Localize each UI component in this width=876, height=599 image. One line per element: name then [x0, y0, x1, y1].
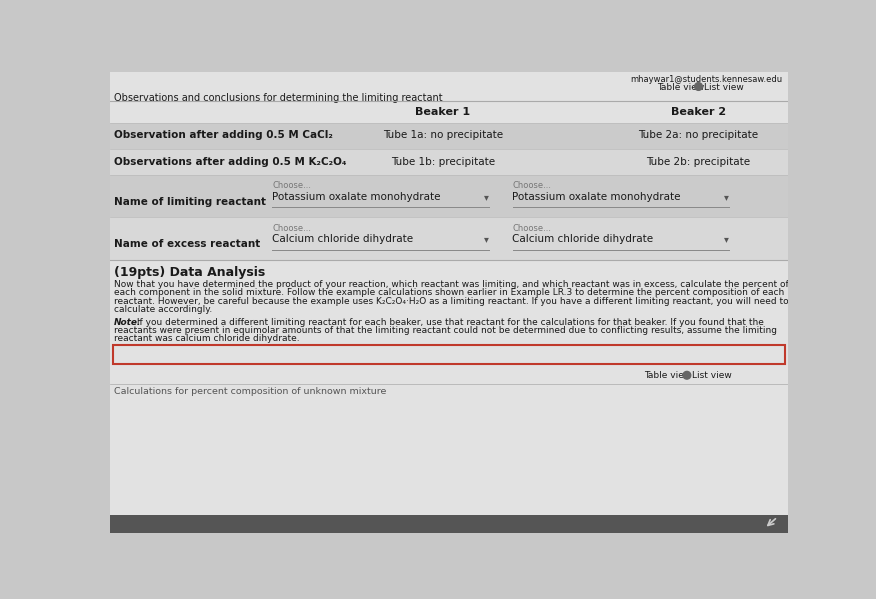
Text: If you determined a different limiting reactant for each beaker, use that reacta: If you determined a different limiting r…: [134, 317, 764, 326]
Text: (19pts) Data Analysis: (19pts) Data Analysis: [114, 266, 265, 279]
Text: Choose...: Choose...: [272, 223, 311, 232]
Text: reactant. However, be careful because the example uses K₂C₂O₄·H₂O as a limiting : reactant. However, be careful because th…: [114, 297, 788, 305]
Text: ▾: ▾: [484, 192, 489, 202]
Text: each component in the solid mixture. Follow the example calculations shown earli: each component in the solid mixture. Fol…: [114, 288, 784, 297]
Text: ▾: ▾: [724, 234, 729, 244]
Bar: [110, 515, 788, 533]
Text: Observations after adding 0.5 M K₂C₂O₄: Observations after adding 0.5 M K₂C₂O₄: [114, 156, 347, 167]
Text: Note:: Note:: [114, 317, 142, 326]
Text: Tube 2a: no precipitate: Tube 2a: no precipitate: [639, 131, 759, 140]
Text: Potassium oxalate monohydrate: Potassium oxalate monohydrate: [512, 192, 681, 202]
Text: Name of excess reactant: Name of excess reactant: [114, 239, 260, 249]
Text: Now that you have determined the product of your reaction, which reactant was li: Now that you have determined the product…: [114, 280, 789, 289]
Text: Choose...: Choose...: [512, 181, 552, 190]
Text: Beaker 1: Beaker 1: [415, 107, 470, 117]
Text: reactants were present in equimolar amounts of that the limiting reactant could : reactants were present in equimolar amou…: [114, 326, 777, 335]
Bar: [113, 345, 785, 364]
Bar: [110, 123, 788, 149]
Text: List view: List view: [692, 371, 732, 380]
Text: List view: List view: [704, 83, 744, 92]
Text: reactant was calcium chloride dihydrate.: reactant was calcium chloride dihydrate.: [114, 334, 300, 343]
Text: Beaker 2: Beaker 2: [671, 107, 726, 117]
Text: Tube 2b: precipitate: Tube 2b: precipitate: [646, 156, 751, 167]
Text: calculate accordingly.: calculate accordingly.: [114, 305, 212, 314]
Bar: [110, 175, 788, 217]
Text: Tube 1a: no precipitate: Tube 1a: no precipitate: [383, 131, 503, 140]
Text: Table view: Table view: [644, 371, 691, 380]
Text: Calcium chloride dihydrate: Calcium chloride dihydrate: [512, 234, 653, 244]
Text: ▾: ▾: [724, 192, 729, 202]
Text: Tube 1b: precipitate: Tube 1b: precipitate: [391, 156, 495, 167]
Text: Name of limiting reactant: Name of limiting reactant: [114, 196, 266, 207]
Text: ▾: ▾: [484, 234, 489, 244]
Text: Calcium chloride dihydrate: Calcium chloride dihydrate: [272, 234, 413, 244]
Circle shape: [695, 83, 703, 90]
Text: Table view: Table view: [657, 83, 704, 92]
Bar: [110, 149, 788, 175]
Circle shape: [683, 371, 691, 379]
Bar: [110, 217, 788, 260]
Text: Observation after adding 0.5 M CaCl₂: Observation after adding 0.5 M CaCl₂: [114, 131, 333, 140]
Text: Choose...: Choose...: [512, 223, 552, 232]
Text: Report Table LR.3: Calculations: Report Table LR.3: Calculations: [117, 349, 312, 359]
Bar: [110, 101, 788, 123]
Text: Calculations for percent composition of unknown mixture: Calculations for percent composition of …: [114, 387, 386, 396]
Text: Observations and conclusions for determining the limiting reactant: Observations and conclusions for determi…: [114, 93, 442, 104]
Text: Potassium oxalate monohydrate: Potassium oxalate monohydrate: [272, 192, 441, 202]
Text: Choose...: Choose...: [272, 181, 311, 190]
Text: mhaywar1@students.kennesaw.edu: mhaywar1@students.kennesaw.edu: [630, 75, 782, 84]
